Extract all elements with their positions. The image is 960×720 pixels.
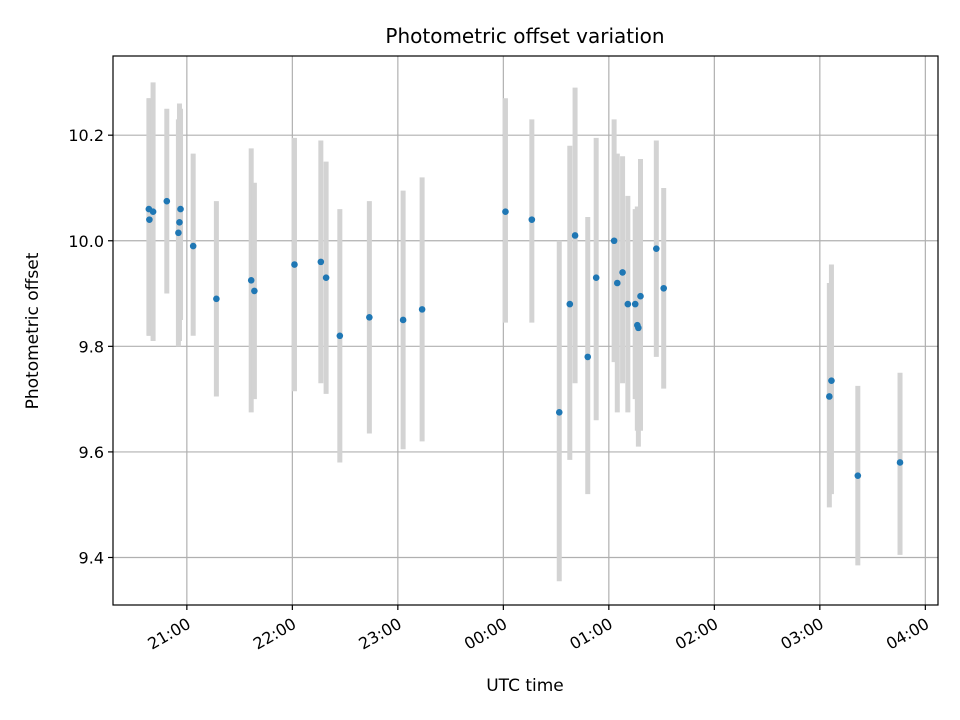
y-axis-label: Photometric offset — [23, 252, 43, 409]
data-point — [619, 269, 626, 276]
data-point — [291, 261, 298, 268]
data-point — [177, 205, 184, 213]
data-point — [163, 197, 171, 205]
data-point — [631, 300, 639, 308]
data-point — [555, 409, 563, 416]
data-point — [366, 314, 373, 321]
y-tick-label: 9.8 — [79, 337, 104, 356]
data-point — [653, 245, 660, 252]
data-point — [399, 316, 407, 324]
data-point — [584, 353, 592, 361]
x-axis-label: UTC time — [486, 676, 564, 696]
data-point — [637, 292, 644, 300]
data-point — [149, 208, 157, 216]
data-point — [571, 232, 579, 239]
data-point — [213, 295, 220, 303]
data-point — [176, 218, 183, 226]
chart-title: Photometric offset variation — [385, 24, 664, 48]
data-point — [854, 472, 862, 479]
data-point — [418, 306, 426, 313]
data-point — [828, 377, 835, 384]
data-point — [322, 274, 330, 282]
y-tick-label: 10.0 — [68, 232, 104, 251]
data-point — [566, 300, 574, 308]
data-point — [175, 229, 182, 237]
y-axis-ticks: 9.4 9.6 9.8 10.0 10.2 — [68, 126, 113, 567]
data-points — [145, 197, 904, 479]
data-point — [251, 287, 258, 295]
data-point — [635, 324, 642, 332]
data-point — [896, 459, 904, 466]
data-point — [146, 216, 153, 223]
y-tick-label: 9.4 — [79, 548, 104, 567]
plot-frame — [112, 55, 939, 606]
data-point — [189, 242, 197, 250]
data-point — [336, 332, 344, 340]
data-point — [528, 216, 536, 223]
y-tick-label: 9.6 — [79, 443, 104, 462]
data-point — [826, 393, 833, 400]
data-point — [592, 274, 600, 282]
data-point — [317, 258, 325, 266]
data-point — [613, 279, 621, 287]
data-point — [502, 208, 509, 216]
data-point — [624, 300, 632, 308]
data-point — [610, 237, 618, 245]
data-point — [247, 277, 255, 284]
y-tick-label: 10.2 — [68, 126, 104, 145]
data-point — [660, 284, 668, 292]
